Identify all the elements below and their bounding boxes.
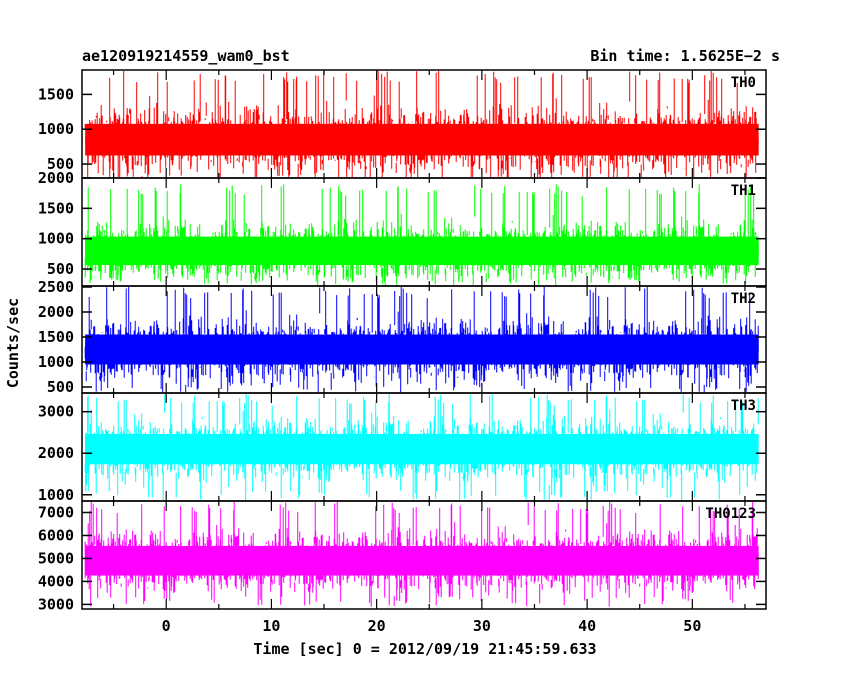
y-tick-label: 1000 [38,120,74,138]
y-tick-label: 2000 [38,444,74,462]
y-tick-label: 3000 [38,595,74,613]
panel-label-th0123: TH0123 [705,506,756,522]
series-th0123 [84,502,759,607]
chart-title: ae120919214559_wam0_bst [82,47,290,65]
y-tick-label: 1500 [38,85,74,103]
series-th2 [84,287,759,392]
panels: 50010001500TH0500100015002000TH150010001… [38,69,767,635]
x-tick-label: 0 [162,617,171,635]
y-tick-label: 6000 [38,526,74,544]
panel-th3: 1000 2000 3000 TH3 [38,392,767,504]
y-tick-label: 1000 [38,230,74,248]
y-tick-label: 1000 [38,353,74,371]
panel-th2: 500 1000 1500 2000 2500 TH2 [38,278,767,396]
y-tick-label: 2000 [38,169,74,187]
y-tick-label: 1000 [38,486,74,504]
y-tick-label: 2500 [38,278,74,296]
bin-time-label: Bin time: 1.5625E−2 s [590,47,780,65]
x-tick-label: 40 [578,617,596,635]
panel-frame [81,500,767,610]
panel-label-th3: TH3 [731,398,756,414]
y-tick-label: 7000 [38,503,74,521]
x-tick-label: 10 [262,617,280,635]
y-tick-label: 500 [47,260,74,278]
y-tick-label: 1500 [38,328,74,346]
y-tick-label: 1500 [38,199,74,217]
series-th1 [84,184,759,285]
y-tick-label: 4000 [38,572,74,590]
x-tick-label: 50 [683,617,701,635]
y-axis-title: Counts/sec [4,298,22,388]
panel-th1: 500 1000 1500 2000 TH1 [38,169,767,287]
series-th0 [84,71,759,177]
y-tick-label: 3000 [38,403,74,421]
panel-th0: 500 1000 1500 TH0 [38,69,767,179]
x-axis-title: Time [sec] 0 = 2012/09/19 21:45:59.633 [253,640,596,658]
y-tick-label: 5000 [38,549,74,567]
panel-th0123: 3000 4000 5000 6000 7000 TH0123 [38,500,767,613]
y-tick-label: 500 [47,378,74,396]
x-tick-label: 20 [368,617,386,635]
y-tick-label: 2000 [38,303,74,321]
panel-label-th2: TH2 [731,291,756,307]
panel-label-th1: TH1 [731,183,756,199]
x-tick-label: 30 [473,617,491,635]
series-th3 [84,394,759,500]
panel-label-th0: TH0 [731,75,756,91]
y-tick-label: 500 [47,155,74,173]
